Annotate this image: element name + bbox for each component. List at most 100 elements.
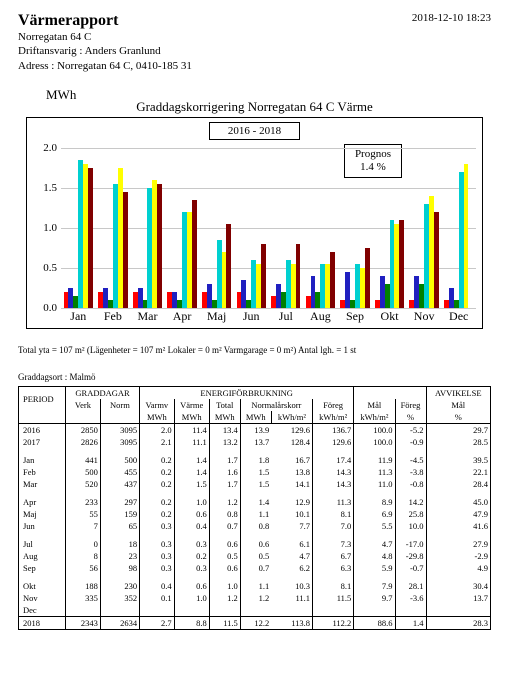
table-cell: 0.2 [140, 466, 175, 478]
table-cell: 1.1 [240, 508, 271, 520]
th-graddagar: GRADDAGAR [66, 387, 140, 400]
table-cell: 0.3 [140, 550, 175, 562]
table-cell: 6.2 [271, 562, 312, 574]
table-cell: 0.6 [174, 508, 209, 520]
table-cell: -3.6 [395, 592, 426, 604]
u-mal: kWh/m² [354, 411, 395, 424]
table-cell [174, 604, 209, 617]
table-cell: 28.5 [426, 436, 491, 448]
u-av-mal: % [426, 411, 491, 424]
table-cell: 1.5 [240, 478, 271, 490]
table-cell: 12.9 [271, 496, 312, 508]
table-cell [66, 604, 101, 617]
table-cell: 11.1 [271, 592, 312, 604]
table-cell: 5.9 [354, 562, 395, 574]
table-cell: 11.9 [354, 454, 395, 466]
table-cell: 11.3 [354, 466, 395, 478]
table-cell: -2.9 [426, 550, 491, 562]
table-cell: Okt [19, 580, 66, 592]
table-cell: 11.5 [313, 592, 354, 604]
x-tick-label: Jan [70, 309, 86, 324]
info-line-2: Graddagsort : Malmö [18, 372, 491, 383]
table-cell: 1.5 [174, 478, 209, 490]
table-cell: 28.4 [426, 478, 491, 490]
table-row: Feb5004550.21.41.61.513.814.311.3-3.822.… [19, 466, 491, 478]
table-cell: 88.6 [354, 617, 395, 630]
table-cell: 14.3 [313, 466, 354, 478]
table-cell: 8.8 [174, 617, 209, 630]
table-cell: 2017 [19, 436, 66, 448]
u-foreg: kWh/m² [313, 411, 354, 424]
table-cell: 56 [66, 562, 101, 574]
table-cell: 47.9 [426, 508, 491, 520]
x-tick-label: Sep [346, 309, 364, 324]
table-cell: 11.0 [354, 478, 395, 490]
table-cell: Maj [19, 508, 66, 520]
table-cell: 2343 [66, 617, 101, 630]
table-row: Mar5204370.21.51.71.514.114.311.0-0.828.… [19, 478, 491, 490]
x-tick-label: Jul [279, 309, 293, 324]
table-cell: 6.3 [313, 562, 354, 574]
table-cell: 1.6 [209, 466, 240, 478]
table-cell [140, 604, 175, 617]
x-tick-label: Okt [381, 309, 399, 324]
table-cell: 136.7 [313, 424, 354, 437]
table-cell: 2.7 [140, 617, 175, 630]
table-cell: 65 [100, 520, 139, 532]
table-cell: 6.9 [354, 508, 395, 520]
bar [296, 244, 301, 308]
table-cell: 129.6 [271, 424, 312, 437]
th-total: Total [209, 399, 240, 411]
table-cell [271, 604, 312, 617]
table-cell: 1.4 [395, 617, 426, 630]
table-cell: 1.7 [209, 454, 240, 466]
table-cell: Nov [19, 592, 66, 604]
table-cell: 1.8 [240, 454, 271, 466]
table-cell: 4.8 [354, 550, 395, 562]
table-cell: 4.9 [426, 562, 491, 574]
chart-section: MWh Graddagskorrigering Norregatan 64 C … [18, 87, 491, 329]
table-cell: 335 [66, 592, 101, 604]
table-cell: 0.2 [140, 496, 175, 508]
u-normalk1: MWh [240, 411, 271, 424]
table-row: Jun7650.30.40.70.87.77.05.510.041.6 [19, 520, 491, 532]
th-av-mal: Mål [426, 399, 491, 411]
info-line-1: Total yta = 107 m² (Lägenheter = 107 m² … [18, 345, 491, 356]
table-cell: -3.8 [395, 466, 426, 478]
table-cell: 11.5 [209, 617, 240, 630]
table-cell: 8.1 [313, 508, 354, 520]
table-cell: -0.8 [395, 478, 426, 490]
table-cell: 13.7 [426, 592, 491, 604]
table-cell: 30.4 [426, 580, 491, 592]
table-cell: 0.8 [240, 520, 271, 532]
table-cell: 352 [100, 592, 139, 604]
table-cell: 0.5 [209, 550, 240, 562]
table-cell: 1.0 [209, 580, 240, 592]
table-cell: 0.4 [140, 580, 175, 592]
timestamp: 2018-12-10 18:23 [412, 12, 491, 24]
table-cell: 27.9 [426, 538, 491, 550]
table-row: Dec [19, 604, 491, 617]
address-line-1: Norregatan 64 C [18, 30, 491, 44]
th-mal: Mål [354, 399, 395, 411]
table-cell: Feb [19, 466, 66, 478]
table-cell: 1.0 [174, 496, 209, 508]
table-cell: 455 [100, 466, 139, 478]
table-cell: 8.9 [354, 496, 395, 508]
table-row: Jan4415000.21.41.71.816.717.411.9-4.539.… [19, 454, 491, 466]
table-cell: 4.7 [271, 550, 312, 562]
x-tick-label: Jun [243, 309, 260, 324]
table-cell: -0.7 [395, 562, 426, 574]
table-row: Nov3353520.11.01.21.211.111.59.7-3.613.7 [19, 592, 491, 604]
table-cell: 0.3 [140, 538, 175, 550]
table-cell: 28.3 [426, 617, 491, 630]
table-cell: 10.0 [395, 520, 426, 532]
table-cell: 112.2 [313, 617, 354, 630]
table-cell: 23 [100, 550, 139, 562]
table-cell: Jun [19, 520, 66, 532]
table-cell: 9.7 [354, 592, 395, 604]
x-tick-label: Mar [137, 309, 157, 324]
table-cell: 6.1 [271, 538, 312, 550]
table-cell: 100.0 [354, 424, 395, 437]
table-cell: 29.7 [426, 424, 491, 437]
